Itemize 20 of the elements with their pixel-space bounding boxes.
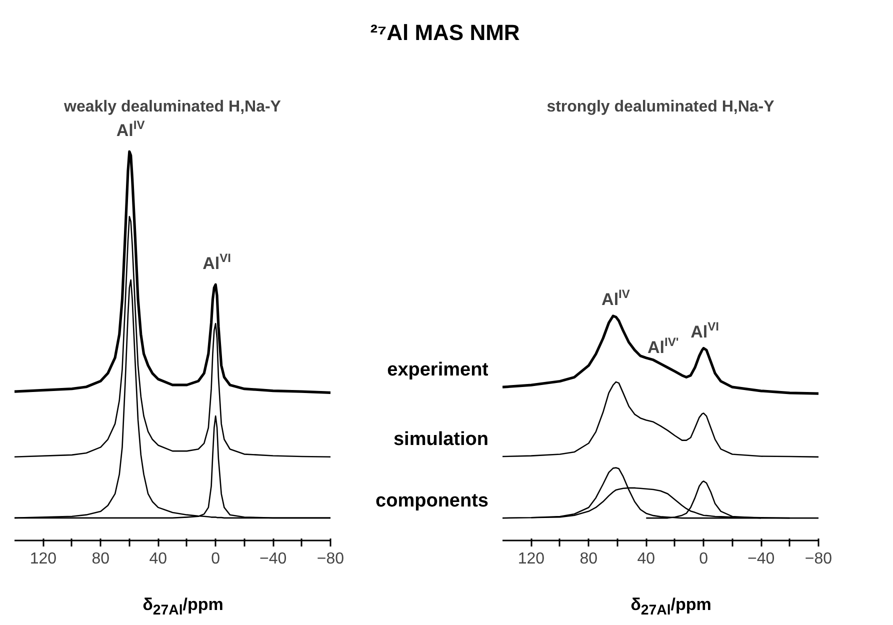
- chart-title: weakly dealuminated H,Na-Y: [63, 98, 282, 116]
- x-tick-label: 40: [149, 550, 168, 568]
- x-axis-title: δ$_{27Al}$/ppm: [630, 594, 712, 620]
- x-tick-label: −80: [804, 550, 832, 568]
- x-tick-label: −80: [316, 550, 344, 568]
- chart-title: strongly dealuminated H,Na-Y: [546, 98, 775, 116]
- text: ²⁷Al MAS NMR: [369, 19, 521, 47]
- x-tick-label: 80: [92, 550, 110, 568]
- x-tick-label: 120: [518, 550, 545, 568]
- x-tick-label: 120: [30, 550, 57, 568]
- series-label: components: [376, 490, 488, 512]
- series-label: experiment: [387, 359, 490, 380]
- x-tick-label: 40: [637, 550, 656, 568]
- x-tick-label: 0: [699, 550, 708, 568]
- x-axis-title: δ$_{27Al}$/ppm: [142, 594, 224, 620]
- x-tick-label: −40: [259, 550, 287, 568]
- x-tick-label: 0: [211, 550, 220, 568]
- series-label: simulation: [393, 428, 489, 450]
- x-tick-label: 80: [580, 550, 598, 568]
- x-tick-label: −40: [747, 550, 775, 568]
